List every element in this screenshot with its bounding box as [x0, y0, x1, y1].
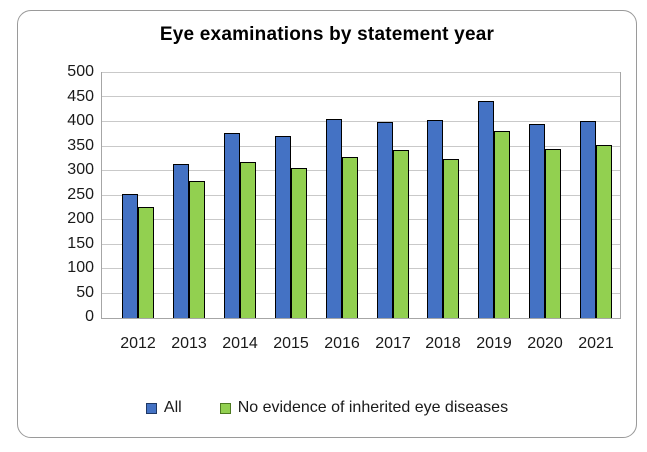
bar-2014-all — [224, 133, 240, 318]
chart-frame: Eye examinations by statement year 500 45… — [17, 10, 637, 438]
x-tick-2017: 2017 — [375, 335, 411, 352]
y-tick-50: 50 — [76, 284, 94, 301]
y-tick-100: 100 — [67, 259, 94, 276]
bar-2012-all — [122, 194, 138, 318]
legend-label: No evidence of inherited eye diseases — [237, 399, 509, 416]
gridline-300 — [102, 170, 620, 171]
gridline-100 — [102, 268, 620, 269]
x-tick-2019: 2019 — [476, 335, 512, 352]
y-tick-500: 500 — [67, 63, 94, 80]
bar-2017-all — [377, 122, 393, 318]
x-tick-2021: 2021 — [578, 335, 614, 352]
legend: All No evidence of inherited eye diseases — [18, 399, 636, 417]
bar-2013-no-evidence — [189, 181, 205, 318]
x-tick-2020: 2020 — [527, 335, 563, 352]
bar-2021-no-evidence — [596, 145, 612, 318]
bar-2016-no-evidence — [342, 157, 358, 318]
bar-2016-all — [326, 119, 342, 318]
y-tick-350: 350 — [67, 137, 94, 154]
chart-title: Eye examinations by statement year — [159, 24, 495, 45]
x-tick-2015: 2015 — [273, 335, 309, 352]
gridline-450 — [102, 96, 620, 97]
legend-item-no-evidence: No evidence of inherited eye diseases — [219, 399, 509, 417]
legend-label: All — [163, 399, 182, 416]
gridline-350 — [102, 146, 620, 147]
y-tick-250: 250 — [67, 186, 94, 203]
x-tick-2014: 2014 — [222, 335, 258, 352]
gridline-400 — [102, 121, 620, 122]
y-tick-450: 450 — [67, 88, 94, 105]
y-tick-300: 300 — [67, 161, 94, 178]
bar-2015-all — [275, 136, 291, 318]
x-tick-2016: 2016 — [324, 335, 360, 352]
y-tick-200: 200 — [67, 210, 94, 227]
bar-2019-all — [478, 101, 494, 318]
y-tick-150: 150 — [67, 235, 94, 252]
y-tick-400: 400 — [67, 112, 94, 129]
gridline-150 — [102, 244, 620, 245]
x-tick-2018: 2018 — [425, 335, 461, 352]
legend-swatch-icon — [219, 402, 231, 414]
bar-2014-no-evidence — [240, 162, 256, 318]
bar-2021-all — [580, 121, 596, 318]
legend-swatch-icon — [145, 402, 157, 414]
x-tick-2012: 2012 — [120, 335, 156, 352]
legend-item-all: All — [145, 399, 182, 417]
bar-2020-no-evidence — [545, 149, 561, 318]
bar-2015-no-evidence — [291, 168, 307, 318]
gridline-500 — [102, 72, 620, 73]
bar-2018-no-evidence — [443, 159, 459, 318]
bar-2017-no-evidence — [393, 150, 409, 318]
bar-2013-all — [173, 164, 189, 318]
bar-2012-no-evidence — [138, 207, 154, 318]
y-tick-0: 0 — [85, 308, 94, 325]
plot-area — [101, 72, 621, 319]
bar-2018-all — [427, 120, 443, 318]
gridline-250 — [102, 195, 620, 196]
gridline-50 — [102, 293, 620, 294]
bar-2019-no-evidence — [494, 131, 510, 318]
bar-2020-all — [529, 124, 545, 318]
gridline-200 — [102, 219, 620, 220]
x-tick-2013: 2013 — [171, 335, 207, 352]
